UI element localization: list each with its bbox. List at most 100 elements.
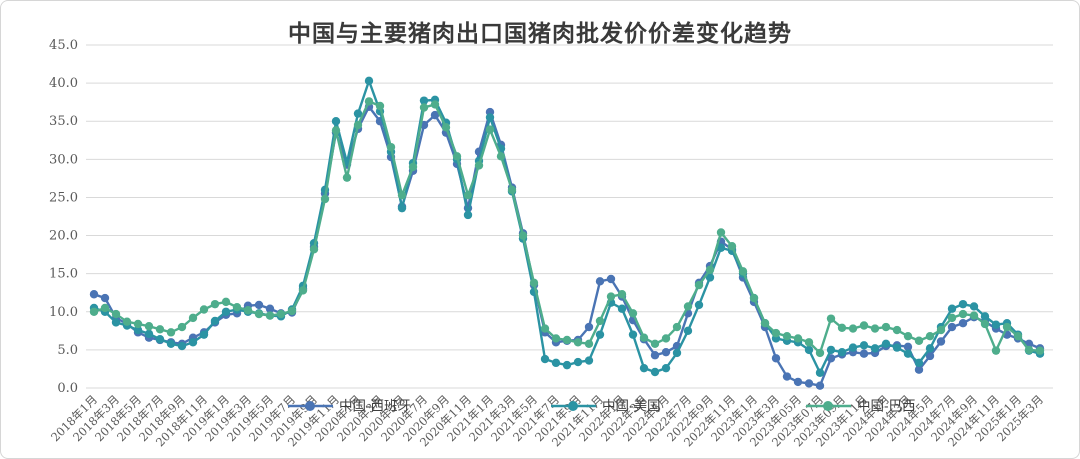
data-point [606,292,616,301]
data-point [793,377,803,387]
data-point [650,339,660,348]
data-point [969,302,979,311]
data-point [716,243,726,252]
data-point [969,311,979,320]
data-point [617,304,627,313]
data-point [375,101,385,111]
data-point [639,333,649,342]
y-tick-label: 10.0 [49,305,78,320]
data-point [782,331,792,341]
data-point [551,334,561,343]
data-point [133,325,143,335]
data-point [650,367,660,377]
data-point [221,297,231,307]
data-point [815,381,825,390]
data-point [859,349,869,358]
data-point [507,185,517,195]
data-point [331,126,341,135]
legend-item-usa: 中国-美国 [551,399,661,415]
data-point [617,290,627,299]
data-point [738,267,748,276]
data-point [947,322,957,332]
data-point [826,314,836,323]
data-point [661,363,671,373]
data-point [122,317,132,326]
data-point [232,303,242,312]
data-point [177,341,187,351]
data-point [265,304,275,313]
data-point [947,313,957,323]
data-point [287,306,297,316]
data-point [936,337,946,346]
data-point [562,360,572,370]
data-point [694,280,704,290]
data-point [529,278,539,288]
data-point [441,123,451,132]
data-point [430,110,440,120]
data-point [1035,346,1045,355]
data-point [584,322,594,332]
data-point [463,190,473,200]
data-point [881,339,891,348]
data-point [188,313,198,323]
data-point [881,322,891,332]
data-point [683,326,693,336]
data-point [133,319,143,329]
data-point [364,76,374,86]
data-point [485,125,495,134]
data-point [914,365,924,374]
data-point [958,319,968,328]
data-point [903,349,913,358]
data-point [848,343,858,352]
data-point [870,344,880,353]
data-point [859,321,869,330]
data-point [144,329,154,339]
data-point [606,274,616,284]
data-point [298,286,308,295]
data-point [1002,322,1012,332]
data-point [1024,345,1034,355]
data-point [573,357,583,367]
data-point [595,330,605,339]
data-point [419,96,429,105]
data-point [309,245,319,254]
legend-marker-dot [305,401,315,411]
data-point [243,306,253,315]
series-brazil [89,97,1045,358]
data-point [628,309,638,318]
data-point [650,351,660,360]
legend-marker-dot [823,401,833,411]
data-point [408,162,418,172]
data-point [980,319,990,329]
data-point [111,309,121,319]
data-point [892,343,902,352]
y-tick-label: 5.0 [57,343,78,358]
y-tick-label: 35.0 [49,114,78,129]
data-point [166,339,176,348]
data-point [111,318,121,327]
data-point [925,331,935,341]
data-point [826,345,836,355]
data-point [859,341,869,350]
data-point [760,319,770,328]
data-point [540,324,550,333]
data-point [837,323,847,332]
y-tick-label: 40.0 [49,76,78,91]
data-point [991,346,1001,355]
data-point [595,316,605,326]
data-point [804,379,814,388]
data-point [276,309,286,319]
data-point [925,344,935,353]
data-point [705,265,715,275]
y-tick-label: 25.0 [49,190,78,205]
data-point [331,117,341,126]
data-point [89,290,99,299]
data-point [452,152,462,161]
data-point [628,330,638,339]
data-point [716,228,726,237]
data-point [683,302,693,311]
y-tick-label: 45.0 [49,38,78,53]
legend-item-spain: 中国-西班牙 [288,399,411,415]
